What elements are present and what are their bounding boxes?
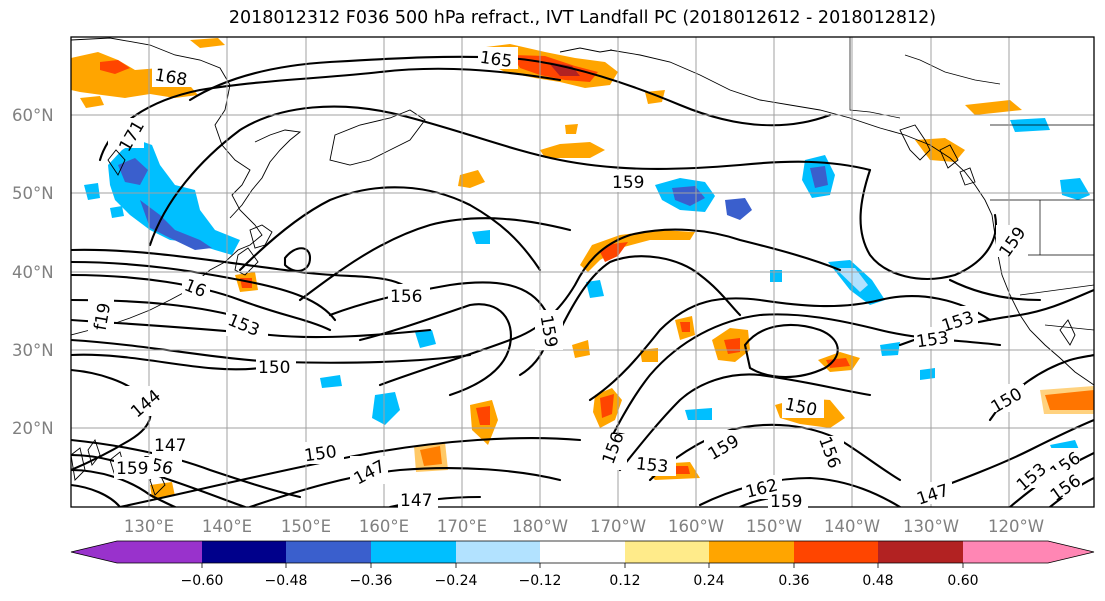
colorbar-tick-label: 0.60 bbox=[947, 573, 978, 589]
colorbar-tick-label: −0.36 bbox=[350, 573, 393, 589]
colorbar-over-triangle bbox=[1048, 541, 1094, 563]
contour-label: 165 bbox=[478, 48, 513, 72]
lon-label: 150°E bbox=[281, 517, 331, 536]
contour-label: 147 bbox=[400, 491, 432, 511]
lon-label: 160°E bbox=[359, 517, 409, 536]
colorbar-swatch bbox=[286, 541, 371, 563]
colorbar: −0.60 −0.48 −0.36 −0.24 −0.12 0.12 0.24 … bbox=[70, 540, 1095, 589]
contour-label: 153 bbox=[635, 454, 669, 477]
lon-label: 130°W bbox=[903, 517, 959, 536]
colorbar-swatch bbox=[456, 541, 540, 563]
colorbar-swatch bbox=[202, 541, 286, 563]
colorbar-swatch bbox=[794, 541, 878, 563]
colorbar-tick-label: −0.48 bbox=[265, 573, 308, 589]
lon-label: 120°W bbox=[988, 517, 1044, 536]
colorbar-tick-label: 0.48 bbox=[862, 573, 893, 589]
colorbar-swatch bbox=[625, 541, 709, 563]
contour-labels: 168 165 171 159 16 156 153 159 153 153 1… bbox=[90, 47, 1085, 512]
colorbar-swatch bbox=[878, 541, 963, 563]
contour-label: 147 bbox=[154, 436, 186, 456]
colorbar-tick-label: −0.60 bbox=[181, 573, 224, 589]
colorbar-swatch bbox=[963, 541, 1048, 563]
lon-label: 140°E bbox=[202, 517, 252, 536]
lat-label: 20°N bbox=[12, 419, 54, 438]
lon-label: 170°W bbox=[590, 517, 646, 536]
colorbar-tick-label: −0.12 bbox=[519, 573, 562, 589]
contour-label: 159 bbox=[116, 459, 148, 479]
colorbar-swatch bbox=[709, 541, 794, 563]
colorbar-swatch bbox=[371, 541, 456, 563]
colorbar-tick-label: 0.36 bbox=[778, 573, 809, 589]
lon-label: 160°W bbox=[668, 517, 724, 536]
colorbar-swatches bbox=[70, 540, 1095, 568]
gridlines bbox=[71, 37, 1094, 507]
colorbar-tick-label: −0.24 bbox=[435, 573, 478, 589]
contour-label: f19 bbox=[91, 301, 115, 332]
contour-label: 159 bbox=[770, 492, 802, 512]
contour-label: 153 bbox=[915, 328, 950, 352]
lon-label: 170°E bbox=[437, 517, 487, 536]
contour-label: 150 bbox=[303, 442, 338, 466]
lon-label: 130°E bbox=[124, 517, 174, 536]
longitude-labels: 130°E 140°E 150°E 160°E 170°E 180°W 170°… bbox=[124, 517, 1044, 536]
lat-label: 50°N bbox=[12, 184, 54, 203]
colorbar-outline bbox=[70, 540, 1095, 564]
lat-label: 60°N bbox=[12, 106, 54, 125]
map-title: 2018012312 F036 500 hPa refract., IVT La… bbox=[228, 8, 937, 28]
lon-label: 150°W bbox=[746, 517, 802, 536]
colorbar-swatch bbox=[540, 541, 625, 563]
contour-label: 156 bbox=[390, 287, 422, 307]
map-frame bbox=[70, 36, 1095, 508]
colorbar-under-triangle bbox=[71, 541, 117, 563]
lat-label: 30°N bbox=[12, 341, 54, 360]
lon-label: 180°W bbox=[512, 517, 568, 536]
lon-label: 140°W bbox=[824, 517, 880, 536]
colorbar-tick-label: 0.24 bbox=[693, 573, 724, 589]
latitude-labels: 60°N 50°N 40°N 30°N 20°N bbox=[12, 106, 54, 438]
contour-label: 150 bbox=[258, 358, 290, 378]
colorbar-tick-label: 0.12 bbox=[609, 573, 640, 589]
colorbar-swatch bbox=[117, 541, 202, 563]
contour-label: 159 bbox=[612, 173, 644, 193]
colorbar-ticks: −0.60 −0.48 −0.36 −0.24 −0.12 0.12 0.24 … bbox=[181, 573, 979, 589]
lat-label: 40°N bbox=[12, 263, 54, 282]
